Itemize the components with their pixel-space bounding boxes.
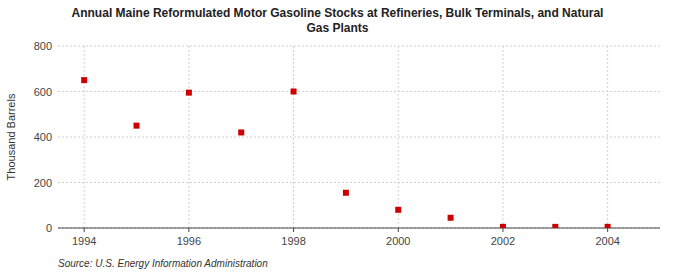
y-tick-label: 200: [34, 177, 52, 189]
y-axis-label: Thousand Barrels: [5, 93, 17, 180]
point: [238, 129, 244, 135]
x-tick-label: 1996: [177, 235, 201, 247]
x-tick: [607, 228, 608, 232]
x-tick-label: 2004: [595, 235, 619, 247]
source-note: Source: U.S. Energy Information Administ…: [58, 258, 268, 269]
grid: [58, 46, 660, 228]
y-tick-label: 0: [46, 222, 52, 234]
x-grid-line: [188, 46, 189, 228]
x-grid-line: [84, 46, 85, 228]
x-tick: [84, 228, 85, 232]
title-line: Annual Maine Reformulated Motor Gasoline…: [72, 6, 604, 20]
x-grid-line: [502, 46, 503, 228]
chart: Annual Maine Reformulated Motor Gasoline…: [0, 0, 675, 275]
x-tick-label: 1998: [281, 235, 305, 247]
point: [500, 224, 506, 228]
x-tick-label: 2000: [386, 235, 410, 247]
x-tick-label: 2002: [491, 235, 515, 247]
point: [186, 90, 192, 96]
x-grid-line: [607, 46, 608, 228]
y-tick-label: 600: [34, 86, 52, 98]
x-tick-label: 1994: [72, 235, 96, 247]
y-grid-line: [58, 228, 660, 229]
point: [605, 224, 611, 228]
y-grid-line: [58, 182, 660, 183]
x-grid-line: [293, 46, 294, 228]
y-grid-line: [58, 137, 660, 138]
title-line: Gas Plants: [306, 21, 368, 35]
y-grid-line: [58, 91, 660, 92]
y-tick-label: 800: [34, 40, 52, 52]
title: Annual Maine Reformulated Motor Gasoline…: [72, 6, 604, 35]
x-tick: [398, 228, 399, 232]
x-tick: [502, 228, 503, 232]
point: [134, 123, 140, 129]
x-tick: [293, 228, 294, 232]
points: [81, 77, 610, 228]
point: [291, 89, 297, 95]
point: [81, 77, 87, 83]
point: [552, 224, 558, 228]
x-axis-line: [58, 228, 660, 229]
y-tick-label: 400: [34, 131, 52, 143]
point: [448, 215, 454, 221]
point: [395, 207, 401, 213]
point: [343, 190, 349, 196]
x-grid-line: [398, 46, 399, 228]
x-tick: [188, 228, 189, 232]
y-grid-line: [58, 46, 660, 47]
